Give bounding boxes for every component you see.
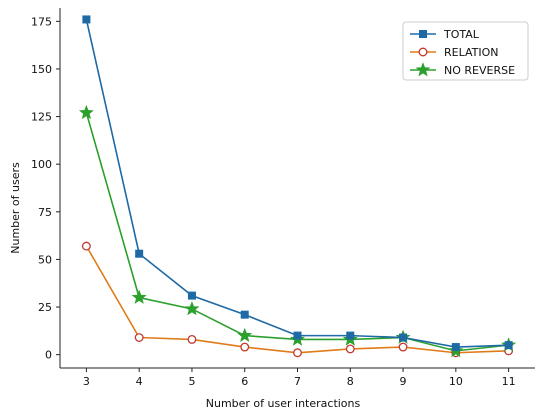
data-point-relation xyxy=(187,334,197,344)
legend-label-relation: RELATION xyxy=(444,46,499,59)
x-tick-label: 6 xyxy=(241,375,248,388)
y-tick-label: 0 xyxy=(45,349,52,362)
data-point-relation xyxy=(240,342,250,352)
data-point-relation xyxy=(293,348,302,358)
legend-item-total: TOTAL xyxy=(410,28,480,41)
data-point-no-reverse xyxy=(184,301,200,316)
data-point-no-reverse xyxy=(78,104,94,120)
series-layer xyxy=(78,15,517,358)
x-axis-label: Number of user interactions xyxy=(206,397,361,410)
data-point-relation xyxy=(345,344,355,354)
data-point-total xyxy=(187,291,196,300)
series-no-reverse xyxy=(78,104,517,358)
x-tick-label: 10 xyxy=(449,375,463,388)
y-tick-label: 50 xyxy=(38,253,52,266)
data-point-total xyxy=(451,343,460,352)
legend-box xyxy=(402,21,529,81)
legend-marker-total xyxy=(419,30,427,38)
x-ticks: 3 4 5 6 7 8 9 10 11 xyxy=(83,368,516,388)
legend-marker-relation xyxy=(418,47,428,57)
x-tick-label: 4 xyxy=(136,375,143,388)
data-point-total xyxy=(293,331,302,340)
data-point-total xyxy=(504,341,513,350)
legend-label-no-reverse: NO REVERSE xyxy=(444,64,515,77)
legend-item-relation: RELATION xyxy=(410,46,499,59)
legend-label-total: TOTAL xyxy=(443,28,480,41)
x-tick-label: 3 xyxy=(83,375,90,388)
data-point-total xyxy=(135,249,144,258)
legend-item-no-reverse: NO REVERSE xyxy=(410,62,515,77)
y-tick-label: 125 xyxy=(31,111,52,124)
x-tick-label: 8 xyxy=(347,375,354,388)
legend-items: TOTAL RELATION NO REVERSE xyxy=(410,28,515,77)
series-total xyxy=(82,15,513,352)
y-tick-label: 100 xyxy=(31,158,52,171)
data-point-relation xyxy=(134,333,144,342)
y-axis-label: Number of users xyxy=(9,162,22,254)
x-tick-label: 5 xyxy=(188,375,195,388)
data-point-no-reverse xyxy=(131,289,147,304)
data-point-total xyxy=(346,331,355,340)
x-tick-label: 11 xyxy=(502,375,516,388)
x-tick-label: 7 xyxy=(294,375,301,388)
data-point-total xyxy=(240,310,249,319)
y-tick-label: 150 xyxy=(31,63,52,76)
data-point-relation xyxy=(81,241,91,251)
x-tick-label: 9 xyxy=(400,375,407,388)
data-point-no-reverse xyxy=(237,327,253,342)
y-tick-label: 25 xyxy=(38,301,52,314)
y-ticks: 0 25 50 75 100 125 150 175 xyxy=(31,15,60,362)
y-tick-label: 75 xyxy=(38,206,52,219)
legend-marker-no-reverse xyxy=(415,62,431,77)
data-point-total xyxy=(399,333,408,342)
y-tick-label: 175 xyxy=(31,15,52,28)
legend: TOTAL RELATION NO REVERSE xyxy=(402,21,529,81)
data-point-total xyxy=(82,15,91,24)
series-line-no-reverse xyxy=(85,112,509,352)
data-point-relation xyxy=(398,342,408,352)
